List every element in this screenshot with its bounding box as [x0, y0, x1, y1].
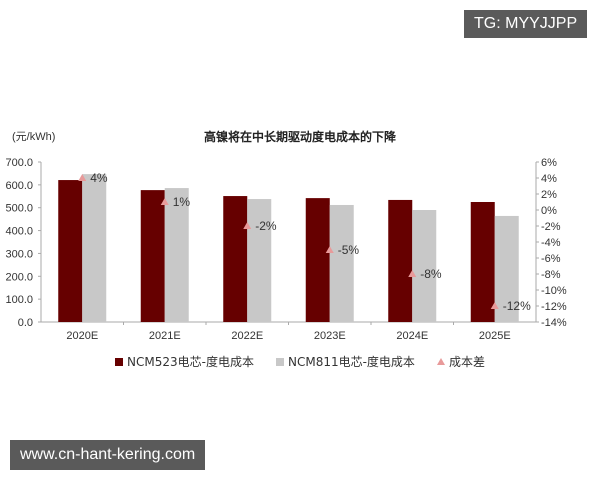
y2-tick-label: -14%: [541, 317, 567, 329]
y2-tick-label: -12%: [541, 301, 567, 313]
y2-tick-label: 6%: [541, 157, 557, 169]
cost-diff-marker: [160, 198, 169, 205]
x-tick-label: 2023E: [314, 330, 346, 342]
cost-diff-marker: [78, 174, 87, 181]
bar-ncm811: [247, 199, 272, 322]
bar-ncm523: [470, 202, 495, 322]
cost-diff-label: -5%: [338, 243, 360, 257]
y-tick-label: 600.0: [5, 180, 33, 192]
y2-tick-label: 2%: [541, 189, 557, 201]
legend-swatch-ncm523: [115, 357, 124, 366]
legend-item-cost-diff: 成本差: [436, 353, 485, 370]
x-tick-label: 2022E: [231, 330, 263, 342]
cost-diff-label: -12%: [503, 299, 531, 313]
watermark-site: www.cn-hant-kering.com: [10, 440, 206, 470]
y-tick-label: 300.0: [5, 248, 33, 260]
chart-legend: NCM523电芯-度电成本 NCM811电芯-度电成本 成本差: [0, 353, 600, 370]
cost-diff-label: -8%: [420, 267, 442, 281]
legend-item-ncm811: NCM811电芯-度电成本: [275, 353, 415, 370]
cost-diff-label: 4%: [90, 171, 108, 185]
chart-title: 高镍将在中长期驱动度电成本的下降: [203, 130, 396, 144]
bar-ncm811: [82, 174, 107, 322]
y2-tick-label: -8%: [541, 269, 561, 281]
bar-ncm523: [223, 196, 248, 322]
triangle-marker-icon: [436, 358, 445, 365]
bar-ncm811: [329, 204, 354, 322]
watermark-tg: TG: MYYJJPP: [464, 10, 588, 38]
legend-label-ncm811: NCM811电芯-度电成本: [287, 355, 415, 369]
legend-label-cost-diff: 成本差: [448, 355, 485, 369]
y-tick-label: 500.0: [5, 203, 33, 215]
x-tick-label: 2020E: [66, 330, 98, 342]
y2-tick-label: -10%: [541, 285, 567, 297]
y-tick-label: 400.0: [5, 226, 33, 238]
y2-tick-label: -6%: [541, 253, 561, 265]
cost-diff-marker: [325, 246, 334, 253]
bar-ncm523: [388, 199, 413, 322]
cost-diff-marker: [490, 302, 499, 309]
cost-diff-label: 1%: [173, 195, 191, 209]
x-tick-label: 2025E: [479, 330, 511, 342]
y-tick-label: 0.0: [18, 317, 33, 329]
legend-label-ncm523: NCM523电芯-度电成本: [127, 355, 254, 369]
bar-ncm811: [164, 188, 189, 322]
y2-tick-label: 0%: [541, 205, 557, 217]
x-tick-label: 2024E: [396, 330, 428, 342]
bar-ncm523: [305, 198, 330, 322]
cost-diff-marker: [408, 270, 417, 277]
cost-diff-marker: [243, 222, 252, 229]
cost-diff-label: -2%: [255, 219, 277, 233]
x-tick-label: 2021E: [149, 330, 181, 342]
bar-ncm523: [58, 180, 83, 322]
bar-ncm811: [412, 210, 437, 322]
y-axis-unit-label: (元/kWh): [12, 131, 56, 143]
y-tick-label: 100.0: [5, 294, 33, 306]
bar-ncm811: [494, 215, 519, 322]
legend-item-ncm523: NCM523电芯-度电成本: [115, 353, 254, 370]
y2-tick-label: -2%: [541, 221, 561, 233]
bar-ncm523: [140, 190, 165, 322]
y-tick-label: 200.0: [5, 271, 33, 283]
y2-tick-label: -4%: [541, 237, 561, 249]
y-tick-label: 700.0: [5, 157, 33, 169]
legend-swatch-ncm811: [275, 357, 284, 366]
y2-tick-label: 4%: [541, 173, 557, 185]
